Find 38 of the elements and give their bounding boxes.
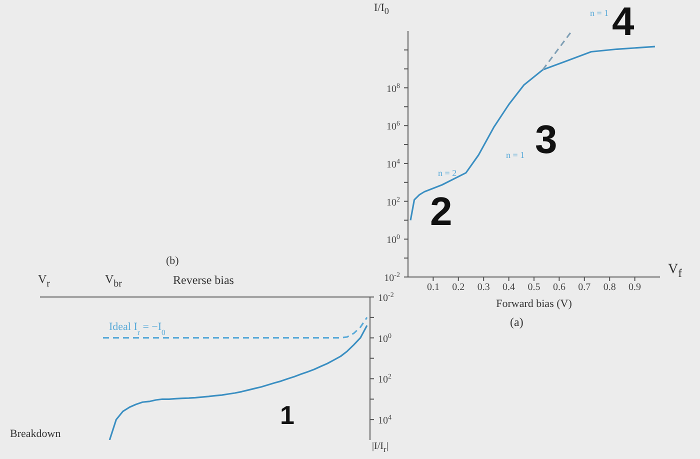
y-tick-label: 10$^{4}$ bbox=[386, 157, 400, 170]
text: V$_{f}$ bbox=[668, 262, 682, 280]
text: V$_{br}$ bbox=[105, 272, 122, 290]
chart-title: (b) bbox=[166, 255, 179, 267]
y-tick-label: 10$^{4}$ bbox=[378, 414, 392, 427]
y-axis-title: I/I$_{0}$ bbox=[374, 2, 389, 16]
x-axis-title: V$_{r}$ bbox=[38, 272, 50, 290]
x-axis-title: Forward bias (V) bbox=[496, 298, 572, 310]
y-tick-label: 10$^{-2}$ bbox=[378, 291, 394, 304]
annotation: 1 bbox=[280, 400, 294, 431]
x-tick-label: 0.3 bbox=[477, 282, 490, 294]
y-tick-label: 10$^{2}$ bbox=[386, 195, 400, 208]
x-tick-label: 0.8 bbox=[603, 282, 616, 294]
annotation: 3 bbox=[535, 118, 558, 163]
x-tick-label: 0.9 bbox=[628, 282, 642, 294]
text: Breakdown bbox=[10, 428, 61, 440]
y-tick-label: 10$^{0}$ bbox=[378, 332, 392, 345]
y-tick-label: 10$^{6}$ bbox=[386, 120, 400, 133]
y-tick-label: 10$^{2}$ bbox=[378, 372, 392, 386]
annotation: 4 bbox=[612, 0, 634, 45]
y-tick-label: 10$^{-2}$ bbox=[384, 271, 400, 284]
text: n = 1 bbox=[590, 8, 609, 18]
x-tick-label: 0.4 bbox=[502, 282, 516, 294]
annotation: 2 bbox=[430, 190, 452, 235]
y-tick-label: 10$^{8}$ bbox=[386, 82, 400, 95]
y-tick-label: 10$^{0}$ bbox=[386, 233, 400, 246]
x-tick-label: 0.5 bbox=[528, 282, 540, 294]
annotation: n = 2 bbox=[438, 168, 457, 178]
x-tick-label: 0.2 bbox=[452, 282, 465, 294]
chart-subtitle: Reverse bias bbox=[173, 273, 234, 288]
annotation: n = 1 bbox=[506, 150, 525, 160]
line-series bbox=[102, 316, 368, 339]
x-tick-label: 0.6 bbox=[552, 282, 566, 294]
text: (a) bbox=[510, 315, 524, 330]
series-label: Ideal I$_{r}$ = −I$_{0}$ bbox=[109, 320, 166, 336]
y-axis-title: |I/I$_{r}$| bbox=[372, 441, 388, 454]
x-tick-label: 0.1 bbox=[426, 282, 440, 294]
x-tick-label: 0.7 bbox=[578, 282, 591, 294]
